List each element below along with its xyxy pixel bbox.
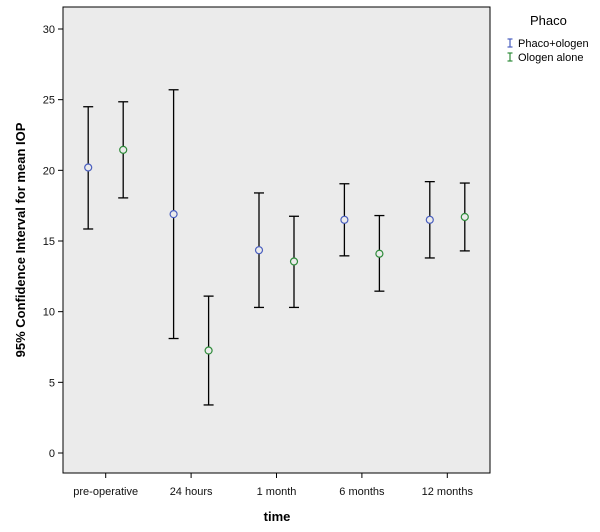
y-tick-label: 15 [43,236,55,248]
y-tick-label: 30 [43,24,55,36]
mean-marker [119,145,128,154]
x-tick-label: 1 month [257,486,297,498]
y-tick-label: 10 [43,307,55,319]
y-tick-label: 20 [43,165,55,177]
mean-marker [460,212,469,222]
y-tick-label: 0 [49,448,55,460]
mean-marker [425,215,434,224]
y-tick-label: 5 [49,377,55,389]
y-tick-label: 25 [43,95,55,107]
mean-marker [169,210,178,219]
error-bars [83,89,470,406]
legend-title: Phaco [530,13,567,28]
x-tick-label: 24 hours [170,486,213,498]
y-axis: 0 5 10 15 20 25 30 [43,24,63,460]
plot-area [62,6,491,474]
x-tick-label: 6 months [339,486,385,498]
legend-label: Ologen alone [518,52,583,64]
x-tick-label: 12 months [422,486,474,498]
x-tick-label: pre-operative [73,486,138,498]
mean-marker [340,215,349,224]
legend-label: Phaco+ologen [518,38,589,50]
mean-marker [254,246,264,255]
mean-marker [375,249,384,258]
mean-marker [204,346,213,355]
mean-marker [84,163,93,172]
y-axis-title: 95% Confidence Interval for mean IOP [13,122,28,357]
x-axis-title: time [264,509,291,524]
mean-marker [289,257,299,266]
x-axis: pre-operative 24 hours 1 month 6 months 12 m… [73,473,473,498]
legend: Phaco Phaco+ologen Ologen alone [507,13,589,64]
